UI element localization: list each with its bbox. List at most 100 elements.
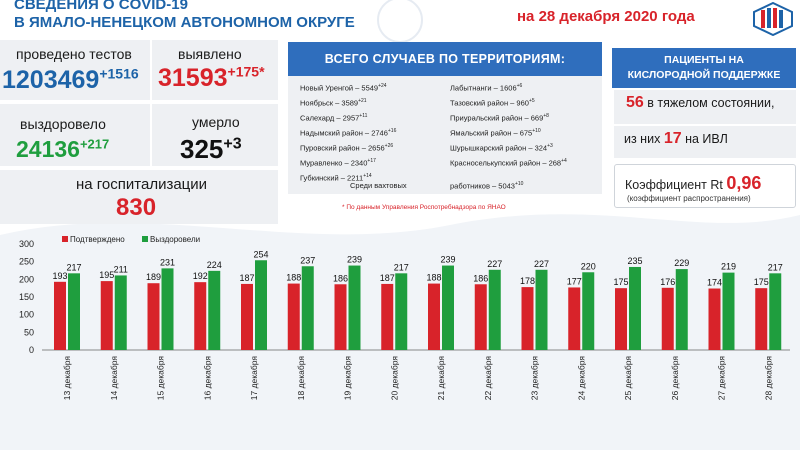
shift-workers-value: работников – 5043+10: [450, 181, 524, 191]
x-tick-label: 15 декабря: [156, 356, 166, 401]
y-tick-label: 50: [24, 327, 34, 337]
data-label: 186: [333, 273, 348, 283]
x-tick-label: 19 декабря: [343, 356, 353, 401]
bar-confirmed: [521, 287, 534, 350]
report-date: на 28 декабря 2020 года: [517, 8, 695, 25]
died-card: умерло 325+3: [152, 104, 278, 166]
data-label: 188: [426, 273, 441, 283]
territory-item: Ноябрьск – 3589+21: [300, 98, 367, 108]
data-label: 175: [613, 277, 628, 287]
bar-confirmed: [381, 283, 394, 350]
x-tick-label: 23 декабря: [530, 356, 540, 401]
x-tick-label: 17 декабря: [249, 356, 259, 401]
bar-confirmed: [568, 287, 581, 350]
legend-swatch: [142, 236, 148, 242]
territory-item: Губкинский – 2211+14: [300, 173, 372, 183]
data-label: 188: [286, 273, 301, 283]
data-label: 217: [66, 262, 81, 272]
hospitalized-value: 830: [116, 194, 157, 221]
territory-item: Шурышкарский район – 324+3: [450, 143, 553, 153]
bar-confirmed: [661, 287, 674, 350]
data-label: 239: [347, 255, 362, 265]
data-label: 175: [754, 277, 769, 287]
tests-value: 1203469+1516: [2, 65, 139, 94]
data-label: 217: [394, 262, 409, 272]
rt-note: (коэффициент распространения): [627, 194, 751, 203]
severe-row: 56 в тяжелом состоянии,: [614, 90, 796, 124]
territory-item: Лабытнанги – 1606+6: [450, 83, 523, 93]
y-tick-label: 150: [19, 292, 34, 302]
data-label: 174: [707, 278, 722, 288]
bar-confirmed: [54, 281, 66, 350]
data-label: 237: [300, 255, 315, 265]
bar-recovered: [675, 269, 688, 350]
x-tick-label: 13 декабря: [62, 356, 72, 401]
title-line-1: СВЕДЕНИЯ О COVID-19: [14, 0, 188, 13]
data-label: 231: [160, 257, 175, 267]
x-tick-label: 21 декабря: [436, 356, 446, 401]
oxygen-title-line-1: ПАЦИЕНТЫ НА: [664, 54, 744, 66]
bar-recovered: [301, 266, 314, 350]
x-tick-label: 18 декабря: [296, 356, 306, 401]
x-tick-label: 20 декабря: [389, 356, 399, 401]
data-label: 227: [534, 259, 549, 269]
rt-label: Коэффициент Rt: [625, 178, 723, 192]
x-tick-label: 28 декабря: [763, 356, 773, 401]
bar-confirmed: [474, 284, 487, 350]
bar-confirmed: [334, 284, 347, 350]
legend-label: Подтверждено: [70, 235, 125, 244]
territory-item: Красноселькупский район – 268+4: [450, 158, 567, 168]
data-label: 219: [721, 262, 736, 272]
title-line-2: В ЯМАЛО-НЕНЕЦКОМ АВТОНОМНОМ ОКРУГЕ: [14, 14, 355, 31]
detected-delta: +175*: [227, 63, 265, 80]
recovered-card: выздоровело 24136+217: [0, 104, 150, 166]
data-label: 186: [473, 273, 488, 283]
hospitalized-card: на госпитализации 830: [0, 170, 278, 224]
bar-recovered: [442, 265, 454, 350]
bar-recovered: [348, 265, 361, 350]
y-tick-label: 100: [19, 310, 34, 320]
bar-recovered: [395, 273, 408, 350]
bar-recovered: [722, 272, 735, 350]
tests-card: проведено тестов 1203469+1516: [0, 40, 150, 100]
rt-value: 0,96: [726, 173, 762, 193]
y-tick-label: 200: [19, 274, 34, 284]
x-tick-label: 14 декабря: [109, 356, 119, 401]
bar-recovered: [255, 260, 267, 350]
oxygen-title-line-2: КИСЛОРОДНОЙ ПОДДЕРЖКЕ: [627, 69, 781, 81]
territory-item: Новый Уренгой – 5549+24: [300, 83, 387, 93]
data-label: 235: [627, 256, 642, 266]
bar-recovered: [161, 268, 174, 350]
rt-card: Коэффициент Rt 0,96 (коэффициент распрос…: [614, 164, 796, 208]
territory-item: Ямальский район – 675+10: [450, 128, 541, 138]
territory-item: Надымский район – 2746+16: [300, 128, 397, 138]
territories-title: ВСЕГО СЛУЧАЕВ ПО ТЕРРИТОРИЯМ:: [288, 42, 602, 76]
hospitalized-label: на госпитализации: [76, 176, 208, 193]
bar-recovered: [68, 273, 80, 350]
ivl-suffix: на ИВЛ: [685, 132, 728, 146]
detected-card: выявлено 31593+175*: [152, 40, 278, 100]
severe-value: 56: [626, 94, 644, 111]
bar-recovered: [535, 269, 548, 350]
y-tick-label: 300: [19, 239, 34, 249]
bar-confirmed: [100, 281, 113, 350]
source-footnote: * По данным Управления Роспотребнадзора …: [342, 204, 506, 211]
data-label: 224: [207, 260, 222, 270]
data-label: 178: [520, 276, 535, 286]
shift-workers-label: Среди вахтовых: [350, 181, 407, 190]
territory-item: Приуральский район – 669+8: [450, 113, 549, 123]
legend-label: Выздоровели: [150, 235, 200, 244]
y-tick-label: 0: [29, 345, 34, 355]
bar-confirmed: [194, 282, 207, 350]
bar-recovered: [114, 275, 127, 350]
data-label: 239: [440, 255, 455, 265]
data-label: 211: [114, 264, 128, 274]
data-label: 189: [146, 272, 161, 282]
bar-recovered: [769, 273, 782, 350]
territory-item: Пуровский район – 2656+26: [300, 143, 394, 153]
data-label: 195: [99, 270, 114, 280]
died-value: 325+3: [180, 134, 242, 164]
data-label: 193: [52, 271, 67, 281]
data-label: 227: [487, 259, 502, 269]
tests-delta: +1516: [99, 65, 139, 82]
